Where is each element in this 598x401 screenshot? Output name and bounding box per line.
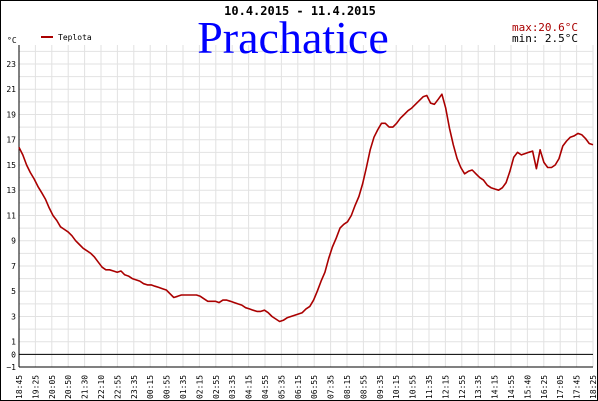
x-tick-label: 10:15 [392, 375, 401, 399]
x-tick-label: 06:15 [294, 375, 303, 399]
x-tick-label: 08:55 [359, 375, 368, 399]
location-watermark: Prachatice [197, 12, 389, 63]
x-tick-label: 10:55 [409, 375, 418, 399]
x-tick-label: 11:35 [425, 375, 434, 399]
y-tick-label: 15 [6, 161, 16, 170]
x-tick-label: 14:55 [507, 375, 516, 399]
x-tick-label: 02:55 [212, 375, 221, 399]
x-tick-labels: 18:45 19:25 20:05 20:50 21:30 22:10 22:55 23:35… [15, 375, 598, 399]
x-tick-label: 15:40 [523, 375, 532, 399]
y-tick-label: 23 [6, 60, 16, 69]
x-tick-label: 14:15 [491, 375, 500, 399]
y-unit-label: °C [7, 36, 17, 45]
grid-layer [18, 45, 594, 368]
x-tick-label: 22:10 [97, 375, 106, 399]
x-tick-label: 18:45 [15, 375, 24, 399]
x-tick-label: 07:35 [327, 375, 336, 399]
x-tick-label: 21:30 [81, 375, 90, 399]
y-tick-label: 21 [6, 85, 16, 94]
series-layer [18, 93, 594, 323]
legend-label-teplota: Teplota [58, 33, 92, 42]
x-tick-label: 13:35 [474, 375, 483, 399]
x-tick-label: 18:25 [589, 375, 598, 399]
y-tick-label: 1 [11, 338, 16, 347]
x-tick-label: 04:55 [261, 375, 270, 399]
x-tick-label: 01:35 [179, 375, 188, 399]
x-tick-label: 00:15 [146, 375, 155, 399]
y-tick-label: 11 [6, 211, 16, 220]
x-tick-label: 06:55 [310, 375, 319, 399]
y-tick-label: 19 [6, 110, 16, 119]
y-tick-label: 3 [11, 312, 16, 321]
min-label: min: [512, 32, 539, 45]
min-value: 2.5°C [545, 32, 578, 45]
x-tick-label: 16:25 [540, 375, 549, 399]
x-tick-label: 03:35 [228, 375, 237, 399]
chart-title: 10.4.2015 - 11.4.2015 [224, 4, 376, 18]
y-tick-label: −1 [6, 363, 16, 372]
x-tick-label: 22:55 [113, 375, 122, 399]
y-tick-label: 5 [11, 287, 16, 296]
max-value: 20.6°C [538, 21, 578, 34]
x-tick-label: 19:25 [31, 375, 40, 399]
x-tick-label: 20:50 [64, 375, 73, 399]
x-tick-label: 04:15 [245, 375, 254, 399]
y-tick-label: 7 [11, 262, 16, 271]
y-tick-label: 17 [6, 136, 16, 145]
series-line-teplota [18, 93, 594, 323]
x-tick-label: 05:35 [277, 375, 286, 399]
x-tick-label: 09:35 [376, 375, 385, 399]
x-tick-label: 23:35 [130, 375, 139, 399]
max-label: max: [512, 21, 539, 34]
y-tick-label: 9 [11, 237, 16, 246]
x-tick-label: 20:05 [48, 375, 57, 399]
x-tick-label: 12:55 [458, 375, 467, 399]
x-tick-label: 17:45 [573, 375, 582, 399]
x-tick-label: 17:05 [556, 375, 565, 399]
y-tick-label: 13 [6, 186, 16, 195]
y-tick-label: 0 [11, 350, 16, 359]
axis-layer [18, 45, 593, 368]
x-tick-label: 02:15 [195, 375, 204, 399]
x-tick-label: 08:15 [343, 375, 352, 399]
x-tick-label: 00:55 [163, 375, 172, 399]
x-tick-label: 12:15 [441, 375, 450, 399]
